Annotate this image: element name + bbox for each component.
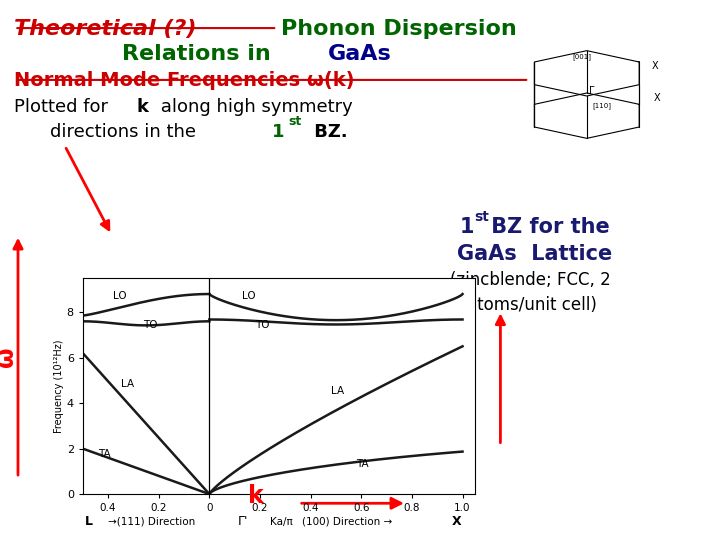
Text: BZ.: BZ. (308, 123, 348, 141)
Text: LA: LA (121, 379, 134, 389)
Text: (zincblende; FCC, 2: (zincblende; FCC, 2 (450, 271, 611, 289)
Text: 1: 1 (459, 217, 474, 237)
Text: [110]: [110] (593, 103, 611, 109)
Text: [001]: [001] (572, 53, 591, 60)
Text: LO: LO (243, 291, 256, 301)
Text: TO: TO (143, 320, 158, 330)
Text: (100) Direction →: (100) Direction → (302, 517, 392, 527)
Text: X: X (654, 93, 661, 103)
Text: k: k (137, 98, 149, 116)
Text: X: X (452, 515, 462, 528)
Text: Ka/π: Ka/π (270, 517, 293, 527)
Text: directions in the: directions in the (50, 123, 202, 141)
Text: TO: TO (255, 320, 269, 330)
Text: LA: LA (331, 386, 344, 396)
Text: k: k (248, 484, 264, 508)
Text: LO: LO (113, 291, 127, 301)
Text: atoms/unit cell): atoms/unit cell) (467, 296, 596, 314)
Text: along high symmetry: along high symmetry (155, 98, 353, 116)
Y-axis label: Frequency (10¹²Hz): Frequency (10¹²Hz) (54, 339, 64, 433)
Text: X: X (652, 61, 659, 71)
Text: BZ for the: BZ for the (484, 217, 610, 237)
Text: 1: 1 (272, 123, 284, 141)
Text: L: L (85, 515, 93, 528)
Text: GaAs  Lattice: GaAs Lattice (457, 244, 613, 264)
Text: TA: TA (98, 449, 111, 458)
Text: TA: TA (356, 459, 369, 469)
Text: ω: ω (0, 346, 18, 367)
Text: Γ': Γ' (238, 515, 248, 528)
Text: st: st (288, 115, 301, 128)
Text: Plotted for: Plotted for (14, 98, 114, 116)
Text: Γ: Γ (589, 86, 595, 96)
Text: Relations in: Relations in (122, 44, 279, 64)
Text: GaAs: GaAs (328, 44, 392, 64)
Text: Theoretical (?): Theoretical (?) (14, 19, 197, 39)
Text: st: st (474, 210, 489, 224)
Text: →(111) Direction: →(111) Direction (108, 517, 195, 527)
Text: Phonon Dispersion: Phonon Dispersion (281, 19, 516, 39)
Text: Normal Mode Frequencies ω(k): Normal Mode Frequencies ω(k) (14, 71, 355, 90)
